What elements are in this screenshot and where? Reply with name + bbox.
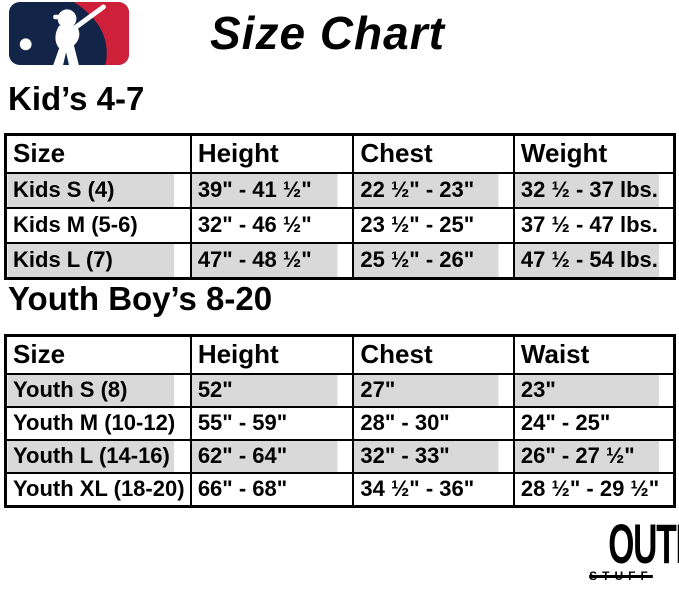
cell-size: Kids L (7) [4,242,192,280]
baseball-dot [19,38,32,51]
mlb-logo-icon [8,2,130,65]
cell-chest: 27" [352,373,515,408]
cell-size: Kids S (4) [4,172,192,209]
outerstuff-logo-top-text: OUTER [608,512,679,575]
cell-height: 52" [189,373,355,408]
youth-size-table: Size Height Chest Waist Youth S (8) 52" … [4,334,676,508]
table-row: Kids L (7) 47" - 48 ½" 25 ½" - 26" 47 ½ … [4,242,676,280]
table-row: Youth L (14-16) 62" - 64" 32" - 33" 26" … [4,439,676,474]
youth-col-chest: Chest [352,334,515,375]
cell-waist: 24" - 25" [512,406,676,441]
youth-col-waist: Waist [512,334,676,375]
logo-red-field [73,2,130,65]
kids-section-heading: Kid’s 4-7 [8,80,145,117]
youth-col-size: Size [4,334,192,375]
cell-size: Kids M (5-6) [4,207,192,244]
cell-weight: 47 ½ - 54 lbs. [512,242,676,280]
table-row: Youth M (10-12) 55" - 59" 28" - 30" 24" … [4,406,676,441]
table-row: Kids S (4) 39" - 41 ½" 22 ½" - 23" 32 ½ … [4,172,676,209]
cell-chest: 28" - 30" [352,406,515,441]
page-title: Size Chart [210,7,445,59]
cell-size: Youth M (10-12) [4,406,192,441]
cell-height: 47" - 48 ½" [189,242,355,280]
youth-section-heading: Youth Boy’s 8-20 [8,280,273,317]
kids-col-chest: Chest [352,133,515,174]
cell-chest: 25 ½" - 26" [352,242,515,280]
cell-chest: 34 ½" - 36" [352,472,515,508]
cell-chest: 22 ½" - 23" [352,172,515,209]
cell-waist: 26" - 27 ½" [512,439,676,474]
cell-size: Youth XL (18-20) [4,472,192,508]
cell-weight: 37 ½ - 47 lbs. [512,207,676,244]
youth-col-height: Height [189,334,355,375]
table-row: Youth S (8) 52" 27" 23" [4,373,676,408]
cell-waist: 23" [512,373,676,408]
outerstuff-logo: OUTER STUFF [571,516,679,583]
cell-height: 62" - 64" [189,439,355,474]
table-row: Youth XL (18-20) 66" - 68" 34 ½" - 36" 2… [4,472,676,508]
kids-header-row: Size Height Chest Weight [4,133,676,174]
kids-size-table: Size Height Chest Weight Kids S (4) 39" … [4,133,676,280]
cell-height: 39" - 41 ½" [189,172,355,209]
batter-silhouette [53,4,106,65]
cell-height: 66" - 68" [189,472,355,508]
cell-weight: 32 ½ - 37 lbs. [512,172,676,209]
cell-height: 55" - 59" [189,406,355,441]
cell-size: Youth L (14-16) [4,439,192,474]
kids-col-size: Size [4,133,192,174]
kids-col-weight: Weight [512,133,676,174]
table-row: Kids M (5-6) 32" - 46 ½" 23 ½" - 25" 37 … [4,207,676,244]
cell-size: Youth S (8) [4,373,192,408]
youth-header-row: Size Height Chest Waist [4,334,676,375]
outerstuff-logo-bottom-text: STUFF [589,569,653,583]
cell-chest: 23 ½" - 25" [352,207,515,244]
kids-col-height: Height [189,133,355,174]
cell-chest: 32" - 33" [352,439,515,474]
cell-height: 32" - 46 ½" [189,207,355,244]
cell-waist: 28 ½" - 29 ½" [512,472,676,508]
